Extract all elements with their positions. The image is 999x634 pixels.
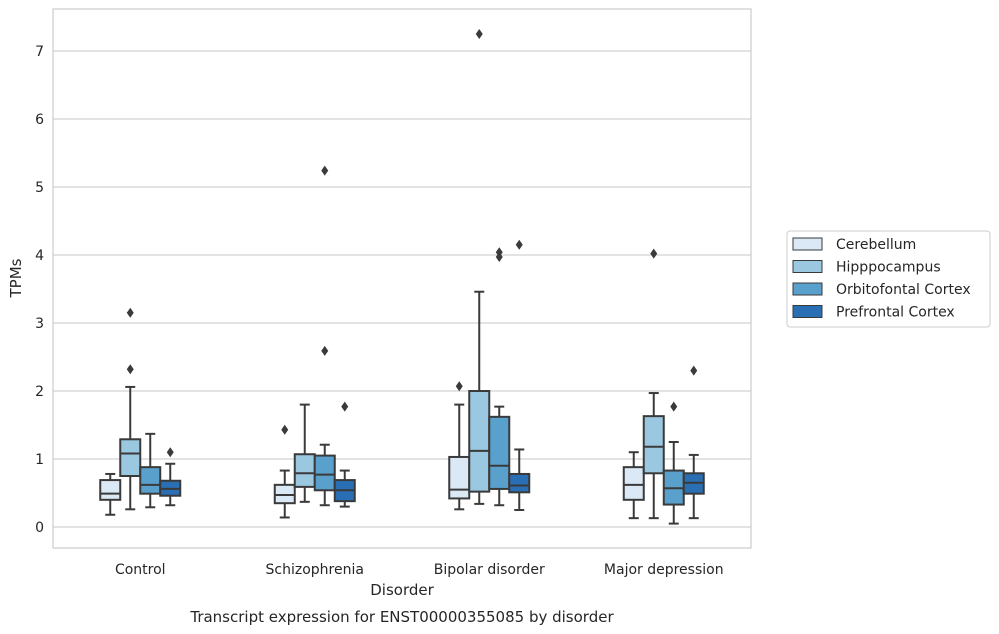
y-tick-label: 4 <box>35 248 44 264</box>
outlier-point <box>650 248 658 259</box>
legend-label: Cerebellum <box>836 237 916 253</box>
x-tick-label: Major depression <box>604 562 724 578</box>
box-iqr <box>313 454 336 492</box>
plot-area <box>99 29 705 525</box>
outlier-point <box>126 364 134 375</box>
box-iqr <box>468 390 491 493</box>
legend-swatch <box>792 237 823 251</box>
outlier-point <box>495 247 503 258</box>
legend-frame <box>786 230 991 328</box>
outlier-point <box>321 345 329 356</box>
box-iqr <box>99 479 122 501</box>
box-0-2 <box>448 381 471 511</box>
legend-label: Hipppocampus <box>836 260 941 276</box>
outlier-point <box>126 307 134 318</box>
box-2-3 <box>662 401 685 525</box>
box-iqr <box>642 415 665 475</box>
box-iqr <box>448 455 471 500</box>
outlier-point <box>281 424 289 435</box>
x-axis-label: Disorder <box>370 581 434 599</box>
box-0-1 <box>273 424 296 519</box>
box-0-0 <box>99 472 122 516</box>
x-tick-label: Schizophrenia <box>266 562 364 578</box>
x-tick-label: Bipolar disorder <box>434 562 545 578</box>
box-1-1 <box>293 403 316 503</box>
box-0-3 <box>622 451 645 520</box>
y-tick-label: 6 <box>35 112 44 128</box>
outlier-point <box>455 381 463 392</box>
outlier-point <box>690 365 698 376</box>
box-3-2 <box>508 239 531 511</box>
y-axis-label: TPMs <box>7 258 25 298</box>
chart-caption: Transcript expression for ENST0000035508… <box>189 608 614 626</box>
legend-label: Prefrontal Cortex <box>836 305 955 321</box>
legend-swatch <box>792 282 823 296</box>
outlier-point <box>341 401 349 412</box>
y-tick-label: 1 <box>35 452 44 468</box>
y-axis-ticks: 0 1 2 3 4 5 6 7 <box>35 44 44 536</box>
y-tick-label: 7 <box>35 44 44 60</box>
legend-swatch <box>792 305 823 318</box>
box-3-3 <box>682 365 705 520</box>
outlier-point <box>475 29 483 39</box>
box-1-2 <box>468 29 491 505</box>
box-iqr <box>293 453 316 488</box>
box-iqr <box>273 483 296 505</box>
outlier-point <box>515 239 523 250</box>
legend-swatch <box>792 260 823 273</box>
box-3-1 <box>333 401 356 508</box>
box-iqr <box>488 415 511 490</box>
box-iqr <box>139 466 162 495</box>
outlier-point <box>670 401 678 412</box>
box-iqr <box>508 472 531 494</box>
box-2-0 <box>139 432 162 509</box>
outlier-point <box>166 447 174 458</box>
box-1-0 <box>119 307 142 511</box>
x-tick-label: Control <box>115 562 166 578</box>
y-tick-label: 5 <box>35 180 44 196</box>
box-3-0 <box>159 447 182 507</box>
box-1-3 <box>642 248 665 520</box>
y-tick-label: 3 <box>35 316 44 332</box>
box-2-1 <box>313 165 336 507</box>
grid-lines <box>53 50 751 528</box>
outlier-point <box>321 165 329 176</box>
box-iqr <box>119 438 142 477</box>
y-tick-label: 2 <box>35 384 44 400</box>
legend-label: Orbitofontal Cortex <box>836 282 971 298</box>
x-axis-ticks: Control Schizophrenia Bipolar disorder Majo… <box>115 562 724 578</box>
box-iqr <box>622 466 645 501</box>
box-2-2 <box>488 247 511 507</box>
legend: Cerebellum Hipppocampus Orbitofontal Corte… <box>786 230 991 328</box>
y-tick-label: 0 <box>35 520 44 536</box>
plot-frame <box>52 8 752 549</box>
